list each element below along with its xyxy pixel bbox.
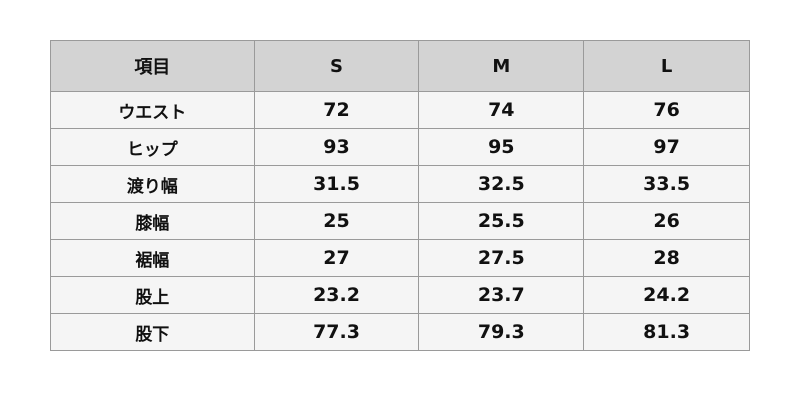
table-row: 股下 77.3 79.3 81.3 [50,313,750,351]
size-value: 33.5 [583,165,750,203]
size-value: 76 [583,91,750,129]
size-value: 72 [253,91,420,129]
size-value: 26 [583,202,750,240]
size-value: 27.5 [418,239,585,277]
row-label: 渡り幅 [50,165,255,203]
row-label: 裾幅 [50,239,255,277]
header-item: 項目 [50,40,255,92]
size-value: 28 [583,239,750,277]
size-value: 77.3 [253,313,420,351]
row-label: 股下 [50,313,255,351]
table-row: 裾幅 27 27.5 28 [50,239,750,277]
size-value: 27 [253,239,420,277]
header-size-m: M [418,40,585,92]
size-value: 25.5 [418,202,585,240]
row-label: 膝幅 [50,202,255,240]
table-row: 渡り幅 31.5 32.5 33.5 [50,165,750,203]
table-row: ウエスト 72 74 76 [50,91,750,129]
size-value: 95 [418,128,585,166]
row-label: ヒップ [50,128,255,166]
table-row: 膝幅 25 25.5 26 [50,202,750,240]
table-row: 股上 23.2 23.7 24.2 [50,276,750,314]
size-chart-table: 項目 S M L ウエスト 72 74 76 ヒップ 93 95 97 渡り幅 31.5 32.5 33.5… [50,40,750,351]
row-label: 股上 [50,276,255,314]
size-value: 23.2 [253,276,420,314]
size-value: 74 [418,91,585,129]
size-value: 93 [253,128,420,166]
row-label: ウエスト [50,91,255,129]
table-row: ヒップ 93 95 97 [50,128,750,166]
size-value: 24.2 [583,276,750,314]
size-value: 23.7 [418,276,585,314]
size-value: 97 [583,128,750,166]
header-size-s: S [253,40,420,92]
size-value: 81.3 [583,313,750,351]
header-row: 項目 S M L [50,40,750,92]
size-value: 32.5 [418,165,585,203]
header-size-l: L [583,40,750,92]
size-value: 25 [253,202,420,240]
size-value: 79.3 [418,313,585,351]
size-value: 31.5 [253,165,420,203]
